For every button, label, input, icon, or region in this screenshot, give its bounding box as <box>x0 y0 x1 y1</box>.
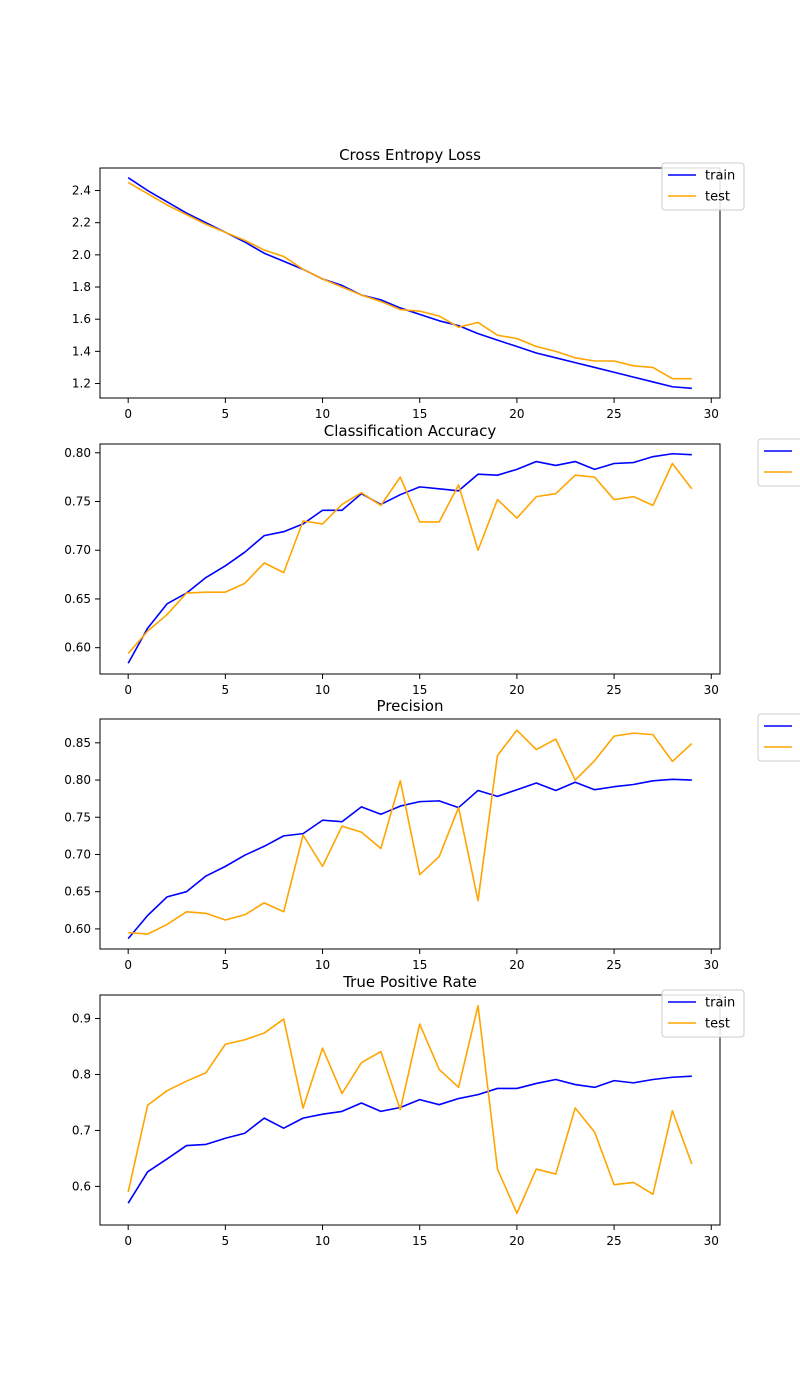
series-line-train <box>127 1075 692 1204</box>
y-tick-label: 2.4 <box>72 184 91 198</box>
legend <box>757 438 800 487</box>
y-tick-label: 2.2 <box>72 216 91 230</box>
chart-title: Classification Accuracy <box>324 422 497 440</box>
legend: train test <box>661 989 745 1038</box>
axes-frame <box>99 718 721 950</box>
legend: train test <box>661 162 745 211</box>
x-tick-label: 5 <box>222 407 230 421</box>
y-tick-label: 0.7 <box>72 1123 91 1137</box>
axes-frame <box>99 443 721 675</box>
series-line-series-1 <box>127 452 692 664</box>
x-tick-label: 10 <box>315 1234 330 1248</box>
y-tick-label: 0.9 <box>72 1012 91 1026</box>
chart-panel-4: True Positive Rate 0 5 10 15 20 25 30 0.6 0.7 0.8 0… <box>72 973 745 1248</box>
legend-label: train <box>705 996 735 1011</box>
y-tick-label: 0.8 <box>72 1067 91 1081</box>
y-tick-label: 0.60 <box>64 922 91 936</box>
y-tick-label: 1.2 <box>72 377 91 391</box>
x-tick-label: 15 <box>412 958 427 972</box>
x-tick-label: 25 <box>606 1234 621 1248</box>
x-tick-label: 20 <box>509 683 524 697</box>
x-tick-label: 25 <box>606 407 621 421</box>
x-tick-label: 0 <box>124 958 132 972</box>
x-tick-label: 0 <box>124 683 132 697</box>
y-tick-label: 0.65 <box>64 885 91 899</box>
x-tick-label: 5 <box>222 958 230 972</box>
x-tick-label: 30 <box>704 407 719 421</box>
chart-title: True Positive Rate <box>342 973 477 991</box>
series-line-series-2 <box>128 729 693 935</box>
x-tick-label: 30 <box>704 683 719 697</box>
y-tick-label: 0.75 <box>64 495 91 509</box>
legend-label: test <box>705 190 730 205</box>
x-tick-label: 25 <box>606 683 621 697</box>
x-tick-label: 5 <box>222 683 230 697</box>
y-tick-label: 1.6 <box>72 312 91 326</box>
y-tick-label: 0.75 <box>64 810 91 824</box>
chart-panel-1: Cross Entropy Loss 0 5 10 15 20 25 30 1.2 1.4 1.6 1… <box>72 146 745 421</box>
y-tick-label: 0.80 <box>64 446 91 460</box>
series-line-series-2 <box>127 462 693 655</box>
axes-frame <box>99 167 721 399</box>
y-tick-label: 0.60 <box>64 641 91 655</box>
x-tick-label: 10 <box>315 683 330 697</box>
series-line-test <box>127 181 692 380</box>
legend <box>757 713 800 762</box>
y-tick-label: 0.70 <box>64 543 91 557</box>
x-tick-label: 30 <box>704 1234 719 1248</box>
chart-title: Cross Entropy Loss <box>339 146 481 164</box>
chart-panel-3: Precision 0 5 10 15 20 25 30 0.60 0.65 0.70 0.75 0.8… <box>64 697 800 972</box>
x-tick-label: 25 <box>606 958 621 972</box>
axes-frame <box>99 994 721 1226</box>
chart-title: Precision <box>377 697 444 715</box>
x-tick-label: 10 <box>315 407 330 421</box>
x-tick-label: 0 <box>124 1234 132 1248</box>
legend-box <box>757 438 800 487</box>
y-tick-label: 0.80 <box>64 773 91 787</box>
x-tick-label: 20 <box>509 407 524 421</box>
x-tick-label: 15 <box>412 683 427 697</box>
x-tick-label: 20 <box>509 958 524 972</box>
x-tick-label: 15 <box>412 407 427 421</box>
y-tick-label: 0.65 <box>64 592 91 606</box>
series-line-series-1 <box>127 778 692 940</box>
y-tick-label: 1.8 <box>72 280 91 294</box>
y-tick-label: 0.70 <box>64 847 91 861</box>
chart-panel-2: Classification Accuracy 0 5 10 15 20 25 30 0.60 0… <box>64 422 800 697</box>
x-tick-label: 15 <box>412 1234 427 1248</box>
legend-box <box>757 713 800 762</box>
x-tick-label: 30 <box>704 958 719 972</box>
x-tick-label: 5 <box>222 1234 230 1248</box>
x-tick-label: 0 <box>124 407 132 421</box>
legend-label: train <box>705 169 735 184</box>
y-tick-label: 0.6 <box>72 1179 91 1193</box>
y-tick-label: 2.0 <box>72 248 91 262</box>
y-tick-label: 0.85 <box>64 736 91 750</box>
x-tick-label: 20 <box>509 1234 524 1248</box>
legend-label: test <box>705 1017 730 1032</box>
y-tick-label: 1.4 <box>72 344 91 358</box>
series-line-test <box>127 1004 693 1215</box>
series-line-train <box>127 176 692 390</box>
x-tick-label: 10 <box>315 958 330 972</box>
